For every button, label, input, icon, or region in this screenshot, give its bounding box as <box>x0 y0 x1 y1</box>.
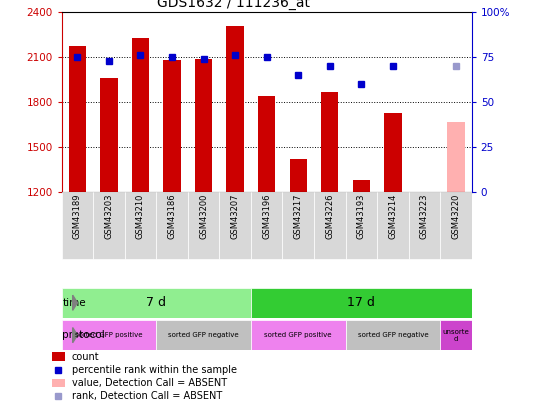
Text: unsorte
d: unsorte d <box>443 328 470 342</box>
Bar <box>314 192 346 260</box>
Polygon shape <box>73 295 77 310</box>
Bar <box>321 92 338 192</box>
Bar <box>62 320 157 350</box>
Bar <box>282 192 314 260</box>
Text: percentile rank within the sample: percentile rank within the sample <box>72 365 236 375</box>
Bar <box>69 46 86 192</box>
Title: GDS1632 / 111236_at: GDS1632 / 111236_at <box>158 0 310 10</box>
Bar <box>188 192 219 260</box>
Text: sorted GFP negative: sorted GFP negative <box>358 332 428 338</box>
Bar <box>62 288 251 318</box>
Bar <box>157 320 251 350</box>
Text: sorted GFP positive: sorted GFP positive <box>264 332 332 338</box>
Text: GSM43200: GSM43200 <box>199 193 208 239</box>
Text: GSM43186: GSM43186 <box>168 193 176 239</box>
Bar <box>416 192 433 193</box>
Text: 7 d: 7 d <box>146 296 166 309</box>
Text: GSM43217: GSM43217 <box>294 193 303 239</box>
Bar <box>251 192 282 260</box>
Bar <box>251 288 472 318</box>
Text: GSM43220: GSM43220 <box>451 193 460 239</box>
Bar <box>219 192 251 260</box>
Text: time: time <box>62 298 86 308</box>
Bar <box>132 38 149 192</box>
Text: rank, Detection Call = ABSENT: rank, Detection Call = ABSENT <box>72 391 222 401</box>
Text: GSM43214: GSM43214 <box>388 193 397 239</box>
Text: value, Detection Call = ABSENT: value, Detection Call = ABSENT <box>72 378 227 388</box>
Text: GSM43189: GSM43189 <box>73 193 82 239</box>
Bar <box>93 192 125 260</box>
Text: count: count <box>72 352 99 362</box>
Bar <box>62 192 93 260</box>
Bar <box>195 59 212 192</box>
Text: GSM43223: GSM43223 <box>420 193 429 239</box>
Text: GSM43226: GSM43226 <box>325 193 334 239</box>
Bar <box>377 192 408 260</box>
Bar <box>384 113 401 192</box>
Text: GSM43207: GSM43207 <box>230 193 240 239</box>
Text: GSM43210: GSM43210 <box>136 193 145 239</box>
Bar <box>440 192 472 260</box>
Bar <box>53 352 65 361</box>
Bar <box>289 159 307 192</box>
Text: GSM43203: GSM43203 <box>105 193 114 239</box>
Bar <box>346 192 377 260</box>
Text: protocol: protocol <box>62 330 105 340</box>
Bar <box>346 320 440 350</box>
Bar <box>163 60 181 192</box>
Bar <box>251 320 346 350</box>
Bar <box>157 192 188 260</box>
Bar <box>353 180 370 192</box>
Text: GSM43193: GSM43193 <box>357 193 366 239</box>
Bar <box>53 379 65 387</box>
Bar <box>226 26 244 192</box>
Text: GSM43196: GSM43196 <box>262 193 271 239</box>
Bar <box>258 96 276 192</box>
Bar <box>100 78 117 192</box>
Bar <box>408 192 440 260</box>
Text: sorted GFP negative: sorted GFP negative <box>168 332 239 338</box>
Bar <box>447 122 465 192</box>
Text: 17 d: 17 d <box>347 296 375 309</box>
Text: sorted GFP positive: sorted GFP positive <box>75 332 143 338</box>
Bar <box>440 320 472 350</box>
Bar <box>125 192 157 260</box>
Polygon shape <box>73 328 77 343</box>
